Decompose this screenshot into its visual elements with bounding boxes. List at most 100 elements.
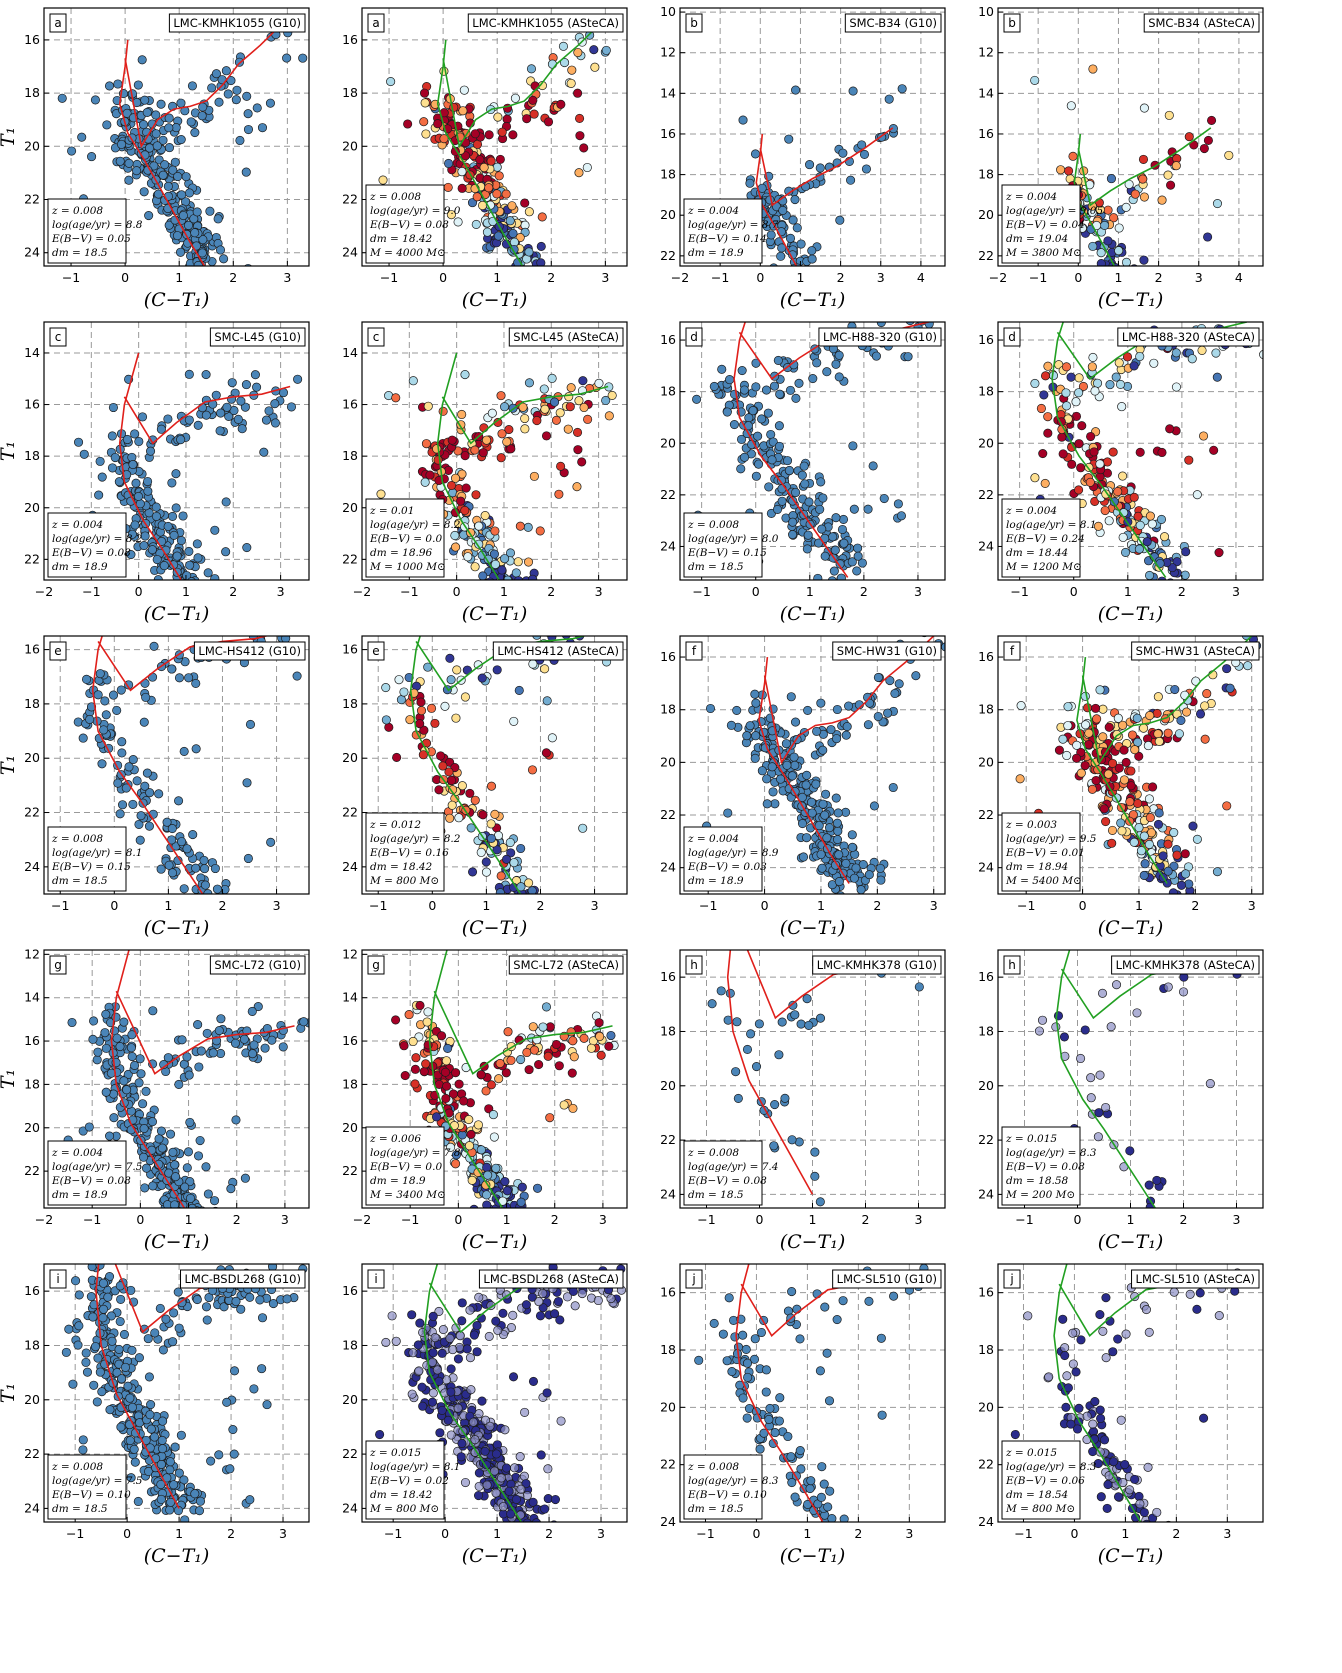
star-point [156, 424, 166, 434]
star-point [1154, 736, 1164, 746]
y-tick-label: 16 [660, 126, 676, 141]
star-point [184, 415, 194, 425]
fit-parameter: E(B−V) = 0.03 [687, 861, 767, 873]
star-point [176, 435, 186, 445]
star-point [95, 456, 105, 466]
star-point [1212, 199, 1223, 209]
isochrone-main-sequence [436, 352, 501, 580]
star-point [551, 1039, 562, 1050]
fit-parameter: E(B−V) = 0.05 [51, 233, 131, 245]
star-point [1074, 485, 1084, 495]
star-point [1038, 449, 1048, 459]
y-tick-label: 10 [660, 4, 676, 19]
x-tick-label: −1 [401, 1212, 419, 1227]
x-tick-label: −2 [353, 1212, 371, 1227]
axes-frame [43, 635, 310, 895]
star-point [1138, 174, 1148, 184]
x-tick-label: 3 [591, 898, 599, 913]
star-point [1163, 982, 1173, 992]
star-point [572, 427, 583, 438]
star-point [419, 725, 429, 735]
star-point [888, 124, 898, 134]
star-point [853, 543, 863, 553]
star-point [1121, 257, 1132, 266]
star-point [858, 860, 868, 870]
isochrone-main-sequence [91, 636, 204, 894]
fit-parameter: log(age/yr) = 8.7 [688, 219, 779, 231]
star-point [472, 192, 482, 202]
star-point [834, 372, 844, 382]
star-point [532, 1183, 543, 1193]
star-point [206, 1456, 216, 1466]
star-point [174, 1468, 184, 1478]
star-point [198, 896, 206, 904]
star-point [750, 753, 760, 763]
y-tick-label: 24 [24, 859, 40, 874]
star-point [1195, 709, 1206, 719]
star-point [554, 1061, 564, 1071]
star-point [492, 189, 502, 199]
star-point [791, 393, 801, 403]
star-point [378, 175, 388, 185]
star-point [761, 385, 772, 395]
star-point [483, 1170, 493, 1180]
star-point [181, 172, 191, 182]
x-tick-label: 2 [1155, 270, 1163, 285]
star-point [430, 718, 440, 728]
star-point [534, 619, 542, 627]
star-point [757, 766, 767, 776]
star-point [489, 549, 499, 559]
star-point [768, 437, 778, 447]
star-point [816, 849, 826, 860]
panel-letter: a [367, 13, 385, 33]
star-point [210, 574, 220, 580]
star-point [1169, 828, 1179, 838]
star-point [145, 788, 155, 798]
star-point [792, 223, 802, 233]
star-point [838, 514, 849, 524]
star-point [86, 702, 97, 712]
fit-parameter: E(B−V) = 0.08 [51, 1175, 131, 1187]
star-point [113, 79, 123, 89]
star-point [841, 730, 851, 740]
star-point [582, 162, 592, 173]
star-point [1051, 1022, 1061, 1032]
star-point [1139, 255, 1149, 265]
star-point [71, 1276, 81, 1286]
star-point [460, 505, 470, 516]
x-tick-label: 2 [1191, 898, 1199, 913]
x-axis-label: (C−T₁) [1098, 603, 1164, 625]
x-tick-label: 2 [551, 1212, 559, 1227]
star-point [442, 1081, 452, 1091]
star-point [1092, 714, 1102, 724]
star-point [447, 480, 457, 491]
star-point [790, 717, 801, 727]
y-tick-label: 18 [660, 384, 676, 399]
star-point [567, 1068, 577, 1078]
star-point [457, 409, 467, 420]
star-point [101, 1009, 111, 1019]
star-point [85, 714, 95, 725]
star-point [183, 1147, 193, 1157]
isochrone-giant-branch [97, 636, 270, 692]
star-point [1212, 372, 1222, 382]
star-point [502, 1186, 512, 1196]
star-point [126, 1043, 136, 1053]
star-point [1056, 165, 1066, 175]
star-point [500, 554, 510, 564]
star-point [1153, 729, 1163, 739]
star-point [507, 585, 515, 593]
star-point [754, 1019, 764, 1029]
star-point [730, 389, 740, 399]
star-point [1087, 362, 1097, 372]
star-point [264, 406, 274, 416]
star-point [1043, 412, 1053, 422]
star-point [574, 168, 584, 178]
star-point [114, 477, 124, 487]
star-point [778, 205, 788, 216]
star-point [1088, 352, 1098, 363]
star-point [541, 610, 549, 618]
fit-parameter: E(B−V) = 0.01 [1005, 847, 1085, 859]
